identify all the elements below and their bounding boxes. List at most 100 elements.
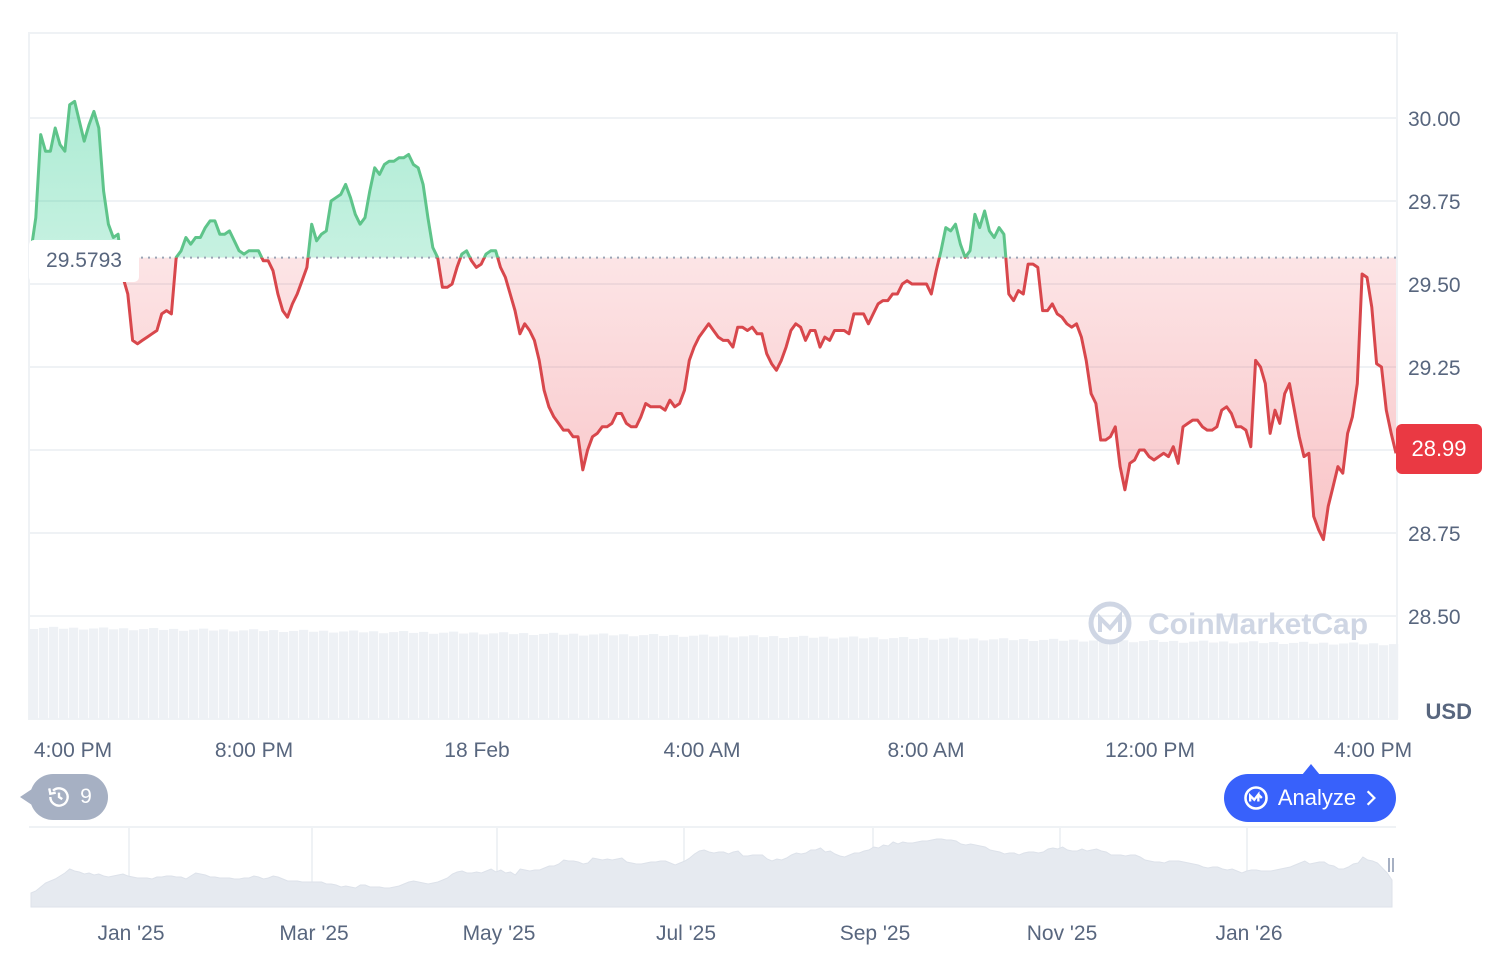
volume-bar (1339, 643, 1349, 719)
volume-bar (549, 632, 559, 719)
volume-bar (559, 634, 569, 719)
navigator-axis: Jan '25 Mar '25 May '25 Jul '25 Sep '25 Nov '… (97, 922, 1282, 945)
volume-bar (799, 635, 809, 719)
volume-bar (1389, 644, 1399, 719)
volume-bar (1179, 642, 1189, 719)
volume-bar (1319, 642, 1329, 719)
volume-bar (729, 637, 739, 719)
volume-bar (1149, 640, 1159, 719)
volume-bar (1129, 642, 1139, 719)
navigator-handle-right[interactable] (1388, 858, 1390, 872)
volume-bar (169, 628, 179, 719)
volume-bar (879, 639, 889, 719)
volume-bar (269, 630, 279, 719)
navigator-handle-left[interactable] (1392, 858, 1394, 872)
x-tick-label: 8:00 PM (215, 739, 293, 762)
volume-bar (1169, 640, 1179, 719)
volume-bar (659, 635, 669, 719)
volume-bar (99, 627, 109, 719)
navigator-tick-label: Sep '25 (840, 922, 911, 945)
volume-bar (359, 632, 369, 719)
volume-bar (109, 629, 119, 719)
price-line (29, 99, 1398, 542)
volume-bar (69, 627, 79, 719)
area-below-reference (120, 257, 1396, 540)
volume-bar (339, 631, 349, 719)
volume-bar (399, 631, 409, 719)
y-tick-label: 29.50 (1408, 274, 1461, 297)
volume-bar (579, 635, 589, 719)
volume-bar (599, 633, 609, 719)
volume-bar (149, 628, 159, 719)
area-above-reference (31, 101, 1396, 258)
volume-bar (1189, 641, 1199, 719)
volume-bar (959, 639, 969, 719)
volume-bar (1029, 641, 1039, 719)
volume-bar (929, 639, 939, 719)
volume-bar (869, 637, 879, 719)
volume-bar (439, 632, 449, 719)
volume-bar (1239, 642, 1249, 719)
volume-bar (1369, 643, 1379, 719)
volume-bar (299, 629, 309, 719)
chevron-right-icon (1366, 790, 1377, 806)
volume-bar (639, 635, 649, 719)
volume-bar (89, 628, 99, 719)
volume-bar (489, 633, 499, 719)
volume-bar (449, 631, 459, 719)
price-line-down (119, 257, 1398, 542)
analyze-button[interactable]: Analyze (1224, 764, 1396, 822)
volume-bar (1099, 639, 1109, 719)
navigator-tick-label: May '25 (463, 922, 536, 945)
volume-bar (259, 631, 269, 719)
volume-bar (1329, 644, 1339, 719)
volume-bar (419, 631, 429, 719)
volume-bar (1379, 645, 1389, 719)
volume-bar (369, 631, 379, 719)
volume-bar (589, 634, 599, 719)
volume-bar (139, 629, 149, 719)
price-areas (31, 101, 1396, 540)
volume-bar (29, 629, 39, 719)
volume-bar (759, 637, 769, 719)
x-tick-label: 12:00 PM (1105, 739, 1195, 762)
volume-bar (459, 633, 469, 719)
volume-bar (509, 634, 519, 719)
volume-bar (999, 638, 1009, 719)
volume-bar (849, 636, 859, 719)
volume-bar (1209, 642, 1219, 719)
volume-bar (779, 638, 789, 719)
volume-bar (1079, 641, 1089, 719)
volume-bar (59, 628, 69, 719)
volume-bar (939, 638, 949, 719)
volume-bar (899, 637, 909, 719)
history-count: 9 (80, 785, 92, 808)
volume-bar (1059, 640, 1069, 719)
y-tick-label: 28.50 (1408, 606, 1461, 629)
x-tick-label: 8:00 AM (887, 739, 964, 762)
volume-bar (1349, 642, 1359, 719)
volume-bar (819, 636, 829, 719)
volume-bar (159, 629, 169, 719)
watermark: CoinMarketCap (1088, 601, 1368, 645)
volume-bar (1289, 642, 1299, 719)
x-tick-label: 18 Feb (444, 739, 509, 762)
volume-bar (689, 635, 699, 719)
volume-bar (1269, 642, 1279, 719)
volume-bar (389, 632, 399, 719)
volume-bar (189, 629, 199, 719)
volume-bar (309, 631, 319, 719)
volume-bar (1259, 643, 1269, 719)
volume-bar (829, 638, 839, 719)
volume-bar (1019, 639, 1029, 719)
y-tick-label: 28.75 (1408, 523, 1461, 546)
current-price-tag: 28.99 (1396, 424, 1482, 474)
navigator-tick-label: Jan '26 (1215, 922, 1282, 945)
volume-bar (979, 640, 989, 719)
volume-bar (989, 639, 999, 719)
x-tick-label: 4:00 PM (1334, 739, 1412, 762)
analyze-logo-icon (1244, 786, 1268, 810)
history-button[interactable]: 9 (20, 774, 108, 820)
volume-bar (209, 630, 219, 719)
